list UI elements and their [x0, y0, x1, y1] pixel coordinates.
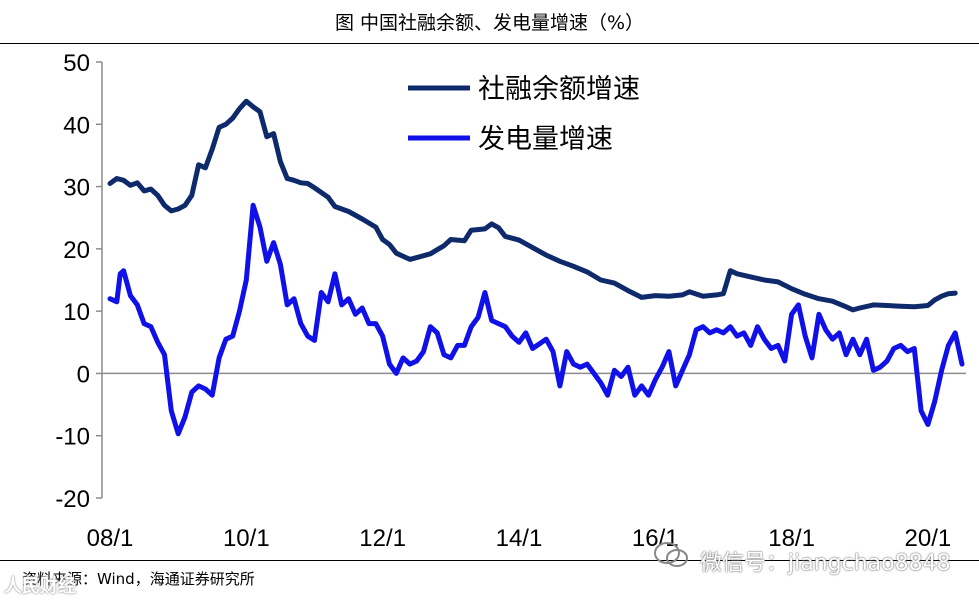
wechat-watermark-icon — [654, 542, 688, 567]
bottom-rule — [0, 560, 979, 561]
legend-label-shrong: 社融余额增速 — [478, 74, 640, 105]
x-tick-labels: 08/1 10/1 12/1 14/1 16/1 18/1 20/1 — [87, 525, 952, 552]
y-tick-label: 0 — [77, 361, 90, 388]
x-tick-label: 14/1 — [496, 525, 543, 552]
x-tick-label: 20/1 — [905, 525, 952, 552]
x-tick-label: 16/1 — [632, 525, 679, 552]
y-tick-label: 50 — [63, 50, 90, 77]
top-rule — [0, 43, 979, 44]
chart-title: 图 中国社融余额、发电量增速（%） — [334, 12, 645, 34]
y-tick-label: 30 — [63, 175, 90, 202]
source-note: 资料来源：Wind，海通证券研究所 — [22, 570, 255, 588]
y-tick-label: -20 — [55, 486, 90, 513]
series-lines — [107, 98, 965, 437]
series-line-power — [107, 202, 965, 437]
legend-label-power: 发电量增速 — [478, 124, 613, 155]
watermark-wechat-id: 微信号：jiangchao8848 — [700, 551, 951, 576]
x-tick-label: 18/1 — [768, 525, 815, 552]
y-tick-label: 40 — [63, 112, 90, 139]
legend: 社融余额增速 发电量增速 — [408, 74, 640, 155]
series-line-shrong — [107, 98, 958, 313]
watermark-left: 人民财经 — [4, 576, 76, 597]
y-tick-label: 20 — [63, 237, 90, 264]
y-tick-label: 10 — [63, 299, 90, 326]
x-tick-label: 12/1 — [359, 525, 406, 552]
x-tick-label: 10/1 — [223, 525, 270, 552]
x-tick-label: 08/1 — [87, 525, 134, 552]
y-tick-label: -10 — [55, 424, 90, 451]
y-tick-labels: 50 40 30 20 10 0 -10 -20 — [55, 50, 102, 513]
chart-axes — [101, 62, 966, 498]
